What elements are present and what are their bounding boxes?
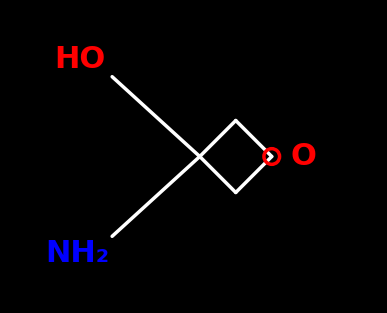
Text: NH₂: NH₂ (45, 239, 109, 269)
Text: O: O (291, 142, 317, 171)
Text: HO: HO (55, 44, 106, 74)
